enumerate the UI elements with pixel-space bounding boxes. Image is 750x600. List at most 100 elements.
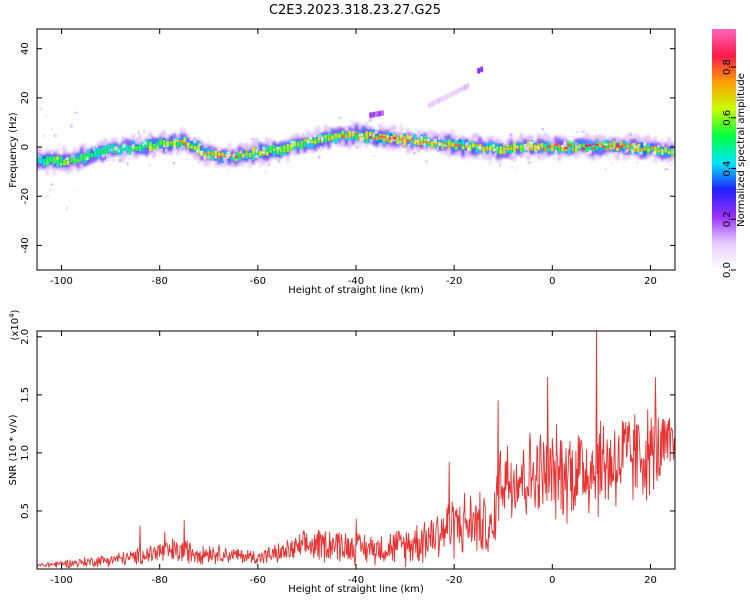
spectrogram-cell [210, 151, 214, 155]
spectrogram-noise-cell [131, 145, 135, 149]
spectrogram-noise-cell [169, 130, 173, 133]
spectrogram-noise-cell [306, 139, 311, 144]
spectrogram-cell [444, 142, 448, 145]
spectrogram-noise-cell [58, 142, 62, 146]
spectrogram-cell [148, 142, 152, 147]
spectrogram-noise-cell [262, 146, 266, 151]
spectrogram-cell [416, 139, 420, 143]
spectrogram-cell [355, 133, 358, 141]
spectrogram-noise-cell [664, 168, 669, 171]
spectrogram-cell [471, 144, 475, 147]
spectrogram-cell [547, 145, 551, 149]
spectrogram-cell [568, 143, 571, 148]
spectrogram-noise-cell [509, 132, 513, 137]
spectrogram-cell [403, 138, 406, 146]
spectrogram-cell [368, 131, 372, 137]
spectrogram-cell [207, 151, 211, 155]
spectrogram-cell [406, 139, 410, 143]
spectrogram-noise-cell [414, 139, 418, 143]
spectrogram-cell [331, 135, 334, 140]
spectrogram-noise-cell [355, 145, 358, 149]
spectrogram-noise-cell [661, 144, 665, 147]
spectrogram-noise-cell [541, 128, 544, 131]
spectrogram-noise-cell [174, 129, 179, 132]
snr-y-ticks: 0.5 1.0 1.5 2.0 [20, 329, 675, 519]
spectrogram-cell [203, 152, 207, 155]
spectrogram-noise-cell [428, 129, 431, 131]
spectrogram-noise-cell [276, 146, 280, 149]
spectrogram-noise-cell [164, 148, 168, 152]
spectrogram-noise-cell [45, 194, 50, 198]
spectrogram-noise-cell [488, 161, 491, 165]
spectrogram-noise-cell [258, 164, 261, 168]
spectrogram-cell [179, 140, 183, 143]
spectrogram-noise-cell [426, 138, 430, 142]
spectrogram-noise-cell [278, 148, 280, 151]
spectrogram-cell [506, 146, 510, 149]
spectrogram-noise-cell [652, 151, 657, 155]
spectrogram-noise-cell [345, 125, 348, 130]
spectrogram-noise-cell [228, 154, 231, 156]
spectrogram-noise-cell [314, 135, 316, 139]
spectrogram-noise-cell [561, 144, 565, 148]
spectrogram-noise-cell [574, 143, 578, 147]
spectrogram-feature-cell [381, 110, 385, 117]
spectrogram-noise-cell [639, 152, 643, 155]
spectrogram-noise-cell [563, 142, 567, 146]
spectrogram-feature-cell [480, 66, 484, 73]
colorbar-tick-label: 0.0 [722, 262, 733, 278]
spectrogram-noise-cell [635, 161, 639, 164]
spectrogram-cell [176, 140, 180, 148]
colorbar: 0.0 0.2 0.4 0.6 0.8 Normalized spectral ampl… [712, 29, 747, 278]
spectrogram-noise-cell [536, 146, 540, 149]
spectrogram-noise-cell [527, 150, 530, 155]
spectrogram-noise-cell [110, 148, 113, 152]
spectrogram-cell [135, 146, 139, 150]
spectrogram-cell [124, 145, 128, 149]
spectrogram-cell [193, 146, 197, 150]
spectrogram-cell [365, 131, 369, 139]
spectrogram-noise-cell [610, 162, 614, 164]
spectrogram-noise-cell [626, 138, 628, 141]
spectrogram-noise-cell [520, 153, 524, 156]
spectrogram-noise-cell [160, 148, 163, 151]
spectrogram-noise-cell [143, 129, 146, 134]
spectrogram-cell [300, 140, 303, 144]
spectrogram-cell [69, 158, 73, 162]
spectrogram-noise-cell [420, 136, 423, 139]
spectrogram-noise-cell [105, 154, 108, 157]
spectrogram-cell [155, 143, 159, 147]
spectrogram-feature-cell [445, 93, 449, 100]
spectrogram-noise-cell [51, 127, 53, 132]
spectrogram-noise-cell [603, 134, 606, 138]
spectrogram-x-tick-label: -80 [152, 276, 168, 287]
spectrogram-y-tick-label: 0 [20, 144, 31, 150]
spectrogram-x-tick-label: 20 [644, 276, 657, 287]
spectrogram-noise-cell [623, 139, 626, 142]
spectrogram-noise-cell [551, 141, 556, 145]
spectrogram-noise-cell [370, 139, 374, 143]
spectrogram-cell [337, 134, 341, 138]
spectrogram-noise-cell [368, 118, 372, 122]
spectrogram-noise-cell [181, 145, 185, 148]
spectrogram-noise-cell [122, 143, 126, 148]
spectrogram-noise-cell [105, 141, 109, 143]
spectrogram-noise-cell [240, 142, 243, 147]
spectrogram-cell [564, 146, 568, 150]
spectrogram-noise-cell [668, 164, 673, 166]
spectrogram-noise-cell [69, 124, 73, 128]
spectrogram-noise-cell [398, 140, 402, 144]
spectrogram-cell [664, 150, 668, 153]
spectrogram-cell [571, 142, 575, 148]
spectrogram-noise-cell [413, 151, 416, 155]
spectrogram-cell [595, 143, 599, 146]
spectrogram-noise-cell [391, 148, 395, 152]
spectrogram-noise-cell [438, 143, 442, 146]
spectrogram-cell [482, 146, 485, 151]
spectrogram-noise-cell [437, 136, 441, 140]
spectrogram-cell [80, 156, 84, 160]
spectrogram-cell [530, 147, 534, 151]
spectrogram-cell [52, 157, 56, 163]
spectrogram-cell [513, 142, 516, 150]
